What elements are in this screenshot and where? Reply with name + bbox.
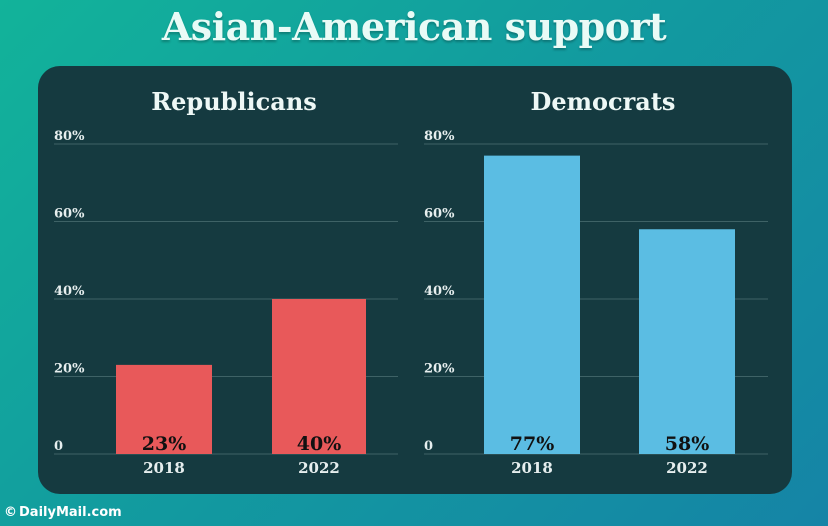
republicans-y-tick-label: 40% xyxy=(54,284,85,299)
democrats-y-tick-label: 20% xyxy=(424,362,455,377)
republicans-y-tick-label: 0 xyxy=(54,439,63,454)
democrats-chart-title: Democrats xyxy=(531,87,676,116)
republicans-x-tick-label: 2018 xyxy=(143,459,185,477)
source-credit: © DailyMail.com xyxy=(4,505,122,520)
republicans-chart-title: Republicans xyxy=(151,87,317,116)
democrats-bar-2022 xyxy=(639,229,735,454)
copyright-symbol: © xyxy=(4,505,17,520)
republicans-y-tick-label: 60% xyxy=(54,207,85,222)
republicans-bar-2022 xyxy=(272,299,366,454)
democrats-y-tick-label: 80% xyxy=(424,129,455,144)
headline: Asian-American support xyxy=(161,4,667,49)
democrats-y-tick-label: 60% xyxy=(424,207,455,222)
democrats-x-tick-label: 2022 xyxy=(666,459,708,477)
credit-text: DailyMail.com xyxy=(19,505,122,520)
democrats-data-label-2022: 58% xyxy=(665,433,710,455)
republicans-x-tick-label: 2022 xyxy=(298,459,340,477)
democrats-y-tick-label: 0 xyxy=(424,439,433,454)
republicans-y-tick-label: 20% xyxy=(54,362,85,377)
republicans-y-tick-label: 80% xyxy=(54,129,85,144)
democrats-y-tick-label: 40% xyxy=(424,284,455,299)
republicans-bar-2018 xyxy=(116,364,212,454)
democrats-data-label-2018: 77% xyxy=(510,433,555,455)
democrats-bar-2018 xyxy=(484,155,580,454)
republicans-data-label-2018: 23% xyxy=(142,433,187,455)
republicans-data-label-2022: 40% xyxy=(297,433,342,455)
democrats-x-tick-label: 2018 xyxy=(511,459,553,477)
